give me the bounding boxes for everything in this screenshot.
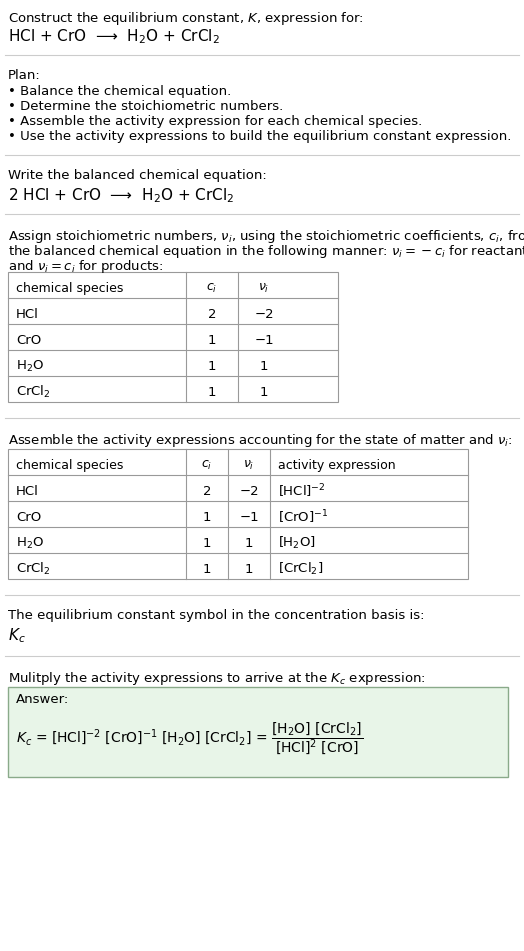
Text: $K_c$ = [HCl]$^{-2}$ [CrO]$^{-1}$ [H$_2$O] [CrCl$_2$] = $\dfrac{\mathrm{[H_2O]\ : $K_c$ = [HCl]$^{-2}$ [CrO]$^{-1}$ [H$_2$… xyxy=(16,721,363,757)
Text: Write the balanced chemical equation:: Write the balanced chemical equation: xyxy=(8,169,267,182)
Text: the balanced chemical equation in the following manner: $\nu_i = -c_i$ for react: the balanced chemical equation in the fo… xyxy=(8,243,524,260)
Text: CrO: CrO xyxy=(16,511,41,524)
Text: 1: 1 xyxy=(208,359,216,373)
Text: • Use the activity expressions to build the equilibrium constant expression.: • Use the activity expressions to build … xyxy=(8,130,511,143)
Text: 1: 1 xyxy=(245,536,253,550)
Bar xyxy=(8,687,508,777)
Text: 1: 1 xyxy=(203,563,211,575)
Bar xyxy=(8,272,338,402)
Text: Assign stoichiometric numbers, $\nu_i$, using the stoichiometric coefficients, $: Assign stoichiometric numbers, $\nu_i$, … xyxy=(8,228,524,245)
Text: −2: −2 xyxy=(254,307,274,320)
Text: CrCl$_2$: CrCl$_2$ xyxy=(16,384,51,400)
Text: [H$_2$O]: [H$_2$O] xyxy=(278,535,315,552)
Text: chemical species: chemical species xyxy=(16,458,123,472)
Text: H$_2$O: H$_2$O xyxy=(16,535,44,551)
Text: 2 HCl + CrO  ⟶  H$_2$O + CrCl$_2$: 2 HCl + CrO ⟶ H$_2$O + CrCl$_2$ xyxy=(8,186,235,204)
Text: 1: 1 xyxy=(208,334,216,346)
Text: HCl + CrO  ⟶  H$_2$O + CrCl$_2$: HCl + CrO ⟶ H$_2$O + CrCl$_2$ xyxy=(8,27,220,46)
Text: 1: 1 xyxy=(203,536,211,550)
Text: −2: −2 xyxy=(239,485,259,497)
Text: H$_2$O: H$_2$O xyxy=(16,359,44,374)
Bar xyxy=(8,449,468,579)
Text: 2: 2 xyxy=(208,307,216,320)
Text: $\nu_i$: $\nu_i$ xyxy=(258,281,270,295)
Text: CrCl$_2$: CrCl$_2$ xyxy=(16,561,51,577)
Text: 1: 1 xyxy=(260,359,268,373)
Text: Assemble the activity expressions accounting for the state of matter and $\nu_i$: Assemble the activity expressions accoun… xyxy=(8,432,512,449)
Text: 1: 1 xyxy=(203,511,211,524)
Text: 1: 1 xyxy=(260,385,268,398)
Text: 2: 2 xyxy=(203,485,211,497)
Text: $\nu_i$: $\nu_i$ xyxy=(243,458,255,472)
Text: chemical species: chemical species xyxy=(16,281,123,295)
Text: HCl: HCl xyxy=(16,485,39,497)
Text: The equilibrium constant symbol in the concentration basis is:: The equilibrium constant symbol in the c… xyxy=(8,609,424,622)
Text: • Assemble the activity expression for each chemical species.: • Assemble the activity expression for e… xyxy=(8,115,422,128)
Text: • Balance the chemical equation.: • Balance the chemical equation. xyxy=(8,85,231,98)
Text: Answer:: Answer: xyxy=(16,693,69,706)
Text: [CrCl$_2$]: [CrCl$_2$] xyxy=(278,561,323,577)
Text: Construct the equilibrium constant, $K$, expression for:: Construct the equilibrium constant, $K$,… xyxy=(8,10,364,27)
Text: $c_i$: $c_i$ xyxy=(206,281,217,295)
Text: and $\nu_i = c_i$ for products:: and $\nu_i = c_i$ for products: xyxy=(8,258,163,275)
Text: Plan:: Plan: xyxy=(8,69,41,82)
Text: • Determine the stoichiometric numbers.: • Determine the stoichiometric numbers. xyxy=(8,100,283,113)
Text: CrO: CrO xyxy=(16,334,41,346)
Text: $K_c$: $K_c$ xyxy=(8,626,26,645)
Text: 1: 1 xyxy=(245,563,253,575)
Text: HCl: HCl xyxy=(16,307,39,320)
Text: −1: −1 xyxy=(254,334,274,346)
Bar xyxy=(8,272,338,402)
Text: [HCl]$^{-2}$: [HCl]$^{-2}$ xyxy=(278,482,325,500)
Text: $c_i$: $c_i$ xyxy=(201,458,213,472)
Text: −1: −1 xyxy=(239,511,259,524)
Text: Mulitply the activity expressions to arrive at the $K_c$ expression:: Mulitply the activity expressions to arr… xyxy=(8,670,426,687)
Text: activity expression: activity expression xyxy=(278,458,396,472)
Text: 1: 1 xyxy=(208,385,216,398)
Bar xyxy=(8,449,468,579)
Text: [CrO]$^{-1}$: [CrO]$^{-1}$ xyxy=(278,509,329,526)
